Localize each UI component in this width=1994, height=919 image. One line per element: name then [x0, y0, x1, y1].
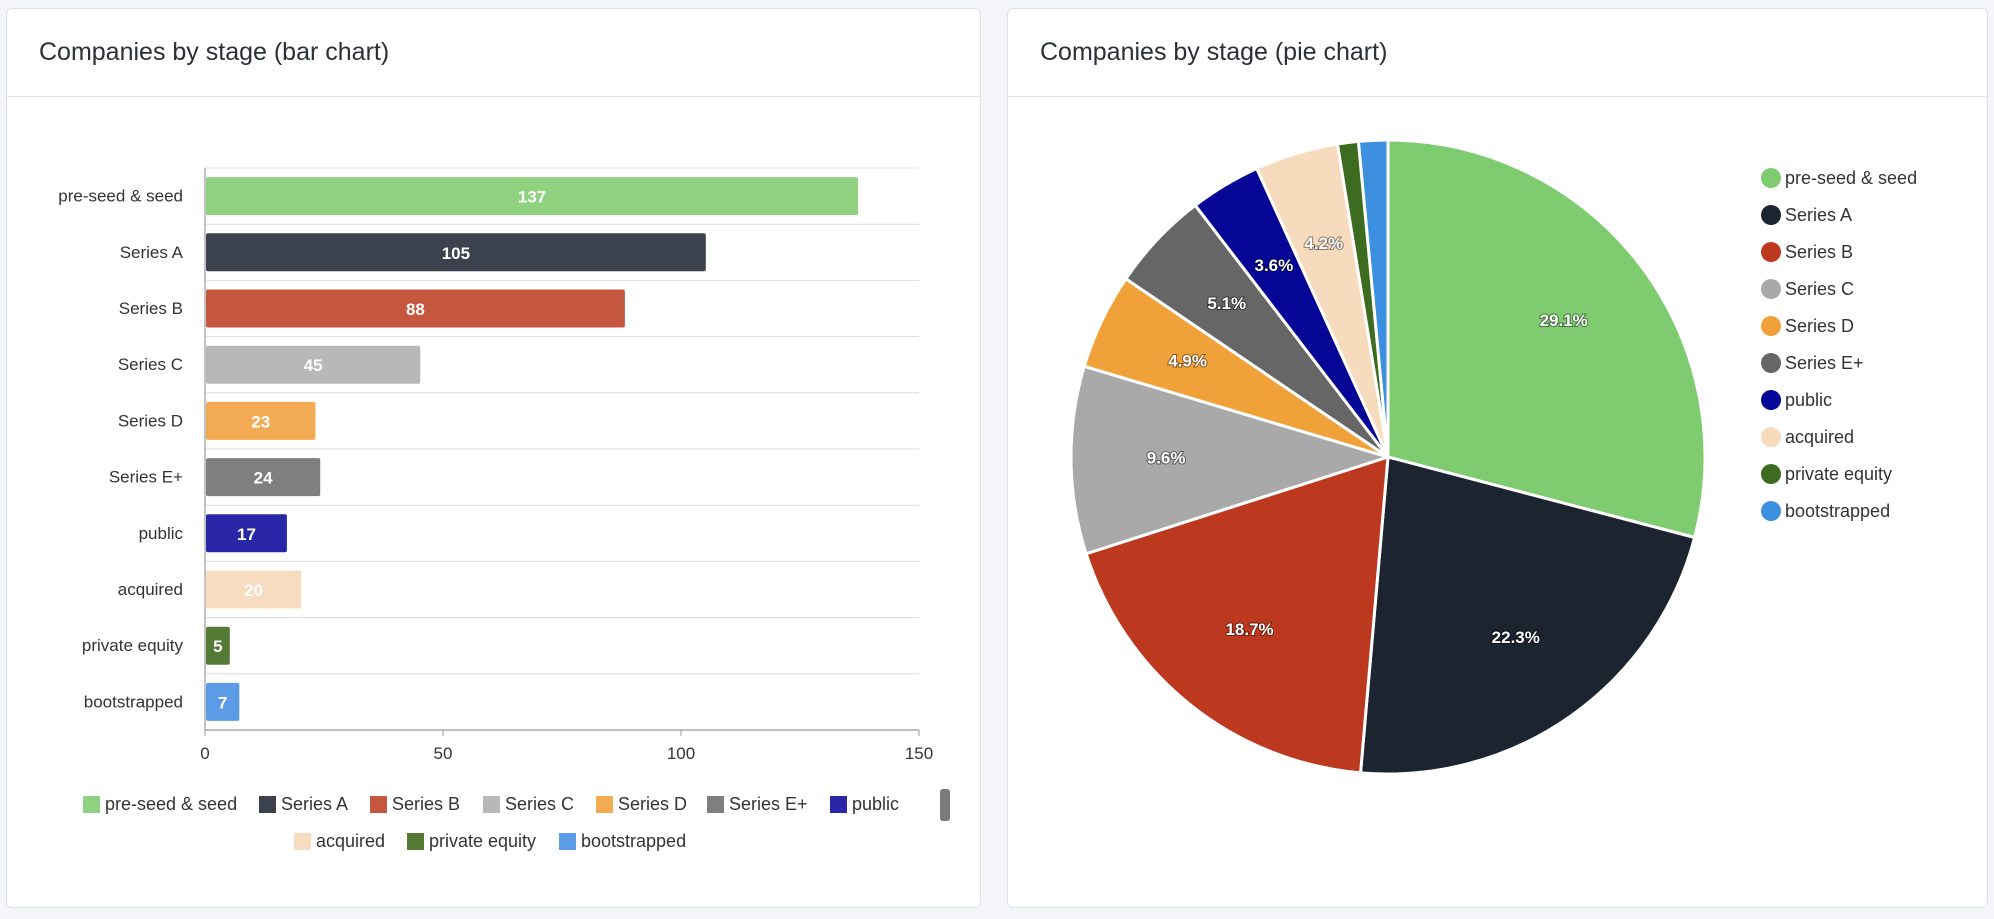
- legend-swatch: [1761, 205, 1781, 225]
- bar-value-label: 20: [244, 581, 263, 600]
- legend-swatch: [1761, 279, 1781, 299]
- pie-slice-series-a: [1359, 455, 1697, 776]
- legend-label: Series B: [392, 794, 460, 814]
- bar-value-label: 105: [442, 244, 470, 263]
- bar-panel-title: Companies by stage (bar chart): [39, 38, 390, 66]
- bar-value-label: 17: [237, 525, 256, 544]
- category-label: bootstrapped: [84, 692, 183, 711]
- bar-value-label: 23: [251, 412, 270, 431]
- x-tick-label: 50: [434, 744, 453, 763]
- legend-label: Series D: [1785, 316, 1854, 336]
- pie-panel-title: Companies by stage (pie chart): [1040, 38, 1388, 66]
- pie-panel-header: Companies by stage (pie chart): [1008, 9, 1987, 97]
- legend-label: bootstrapped: [1785, 501, 1890, 521]
- pie-percent-label: 3.6%: [1254, 256, 1293, 275]
- legend-label: private equity: [1785, 464, 1892, 484]
- pie-percent-label: 9.6%: [1147, 449, 1186, 468]
- pie-percent-label: 18.7%: [1225, 620, 1273, 639]
- bar-value-label: 5: [213, 637, 222, 656]
- legend-label: private equity: [429, 831, 536, 851]
- pie-percent-label: 22.3%: [1492, 628, 1540, 647]
- category-label: Series D: [118, 411, 183, 430]
- legend-label: Series C: [1785, 279, 1854, 299]
- pie-chart: 29.1% 22.3% 18.7% 9.6% 4.9% 5.1% 3.6% 4.2% pre-s…: [1069, 138, 1917, 776]
- bar-series-c: [206, 345, 421, 384]
- bar-value-label: 137: [518, 188, 546, 207]
- category-label: Series E+: [109, 468, 183, 487]
- legend-swatch: [559, 833, 576, 850]
- bar-value-label: 24: [254, 469, 273, 488]
- bar-panel-header: Companies by stage (bar chart): [7, 9, 980, 97]
- legend-swatch: [1761, 427, 1781, 447]
- bar-value-label: 45: [304, 356, 323, 375]
- legend-swatch: [483, 796, 500, 813]
- pie-percent-label: 4.9%: [1168, 351, 1207, 370]
- category-label: Series A: [120, 243, 184, 262]
- legend-label: Series A: [281, 794, 348, 814]
- legend-label: Series A: [1785, 205, 1852, 225]
- bar-chart: 0 50 100 150 pre-seed & seed 137 Series A 105 Se…: [58, 167, 950, 851]
- legend-swatch: [370, 796, 387, 813]
- bar-private-equity: [206, 626, 230, 665]
- pie-percent-label: 29.1%: [1540, 311, 1588, 330]
- category-label: Series B: [119, 299, 183, 318]
- pie-slice-series-c: [1069, 364, 1390, 556]
- legend-label: pre-seed & seed: [1785, 168, 1917, 188]
- x-tick-label: 150: [905, 744, 933, 763]
- bar-value-label: 88: [406, 300, 425, 319]
- legend-swatch: [707, 796, 724, 813]
- bar-series-d: [206, 401, 316, 440]
- legend-swatch: [1761, 464, 1781, 484]
- x-tick-label: 100: [667, 744, 695, 763]
- bar-bootstrapped: [206, 682, 240, 721]
- category-label: acquired: [118, 580, 183, 599]
- legend-label: public: [1785, 390, 1832, 410]
- legend-label: Series C: [505, 794, 574, 814]
- legend-label: acquired: [1785, 427, 1854, 447]
- legend-swatch: [830, 796, 847, 813]
- legend-swatch: [1761, 390, 1781, 410]
- legend-swatch: [1761, 501, 1781, 521]
- legend-swatch: [1761, 353, 1781, 373]
- legend-swatch: [259, 796, 276, 813]
- bar-series-a: [206, 233, 706, 272]
- category-label: public: [139, 524, 184, 543]
- bar-series-e: [206, 458, 321, 497]
- pie-chart-panel: Companies by stage (pie chart) 29.1% 22.3…: [1007, 8, 1988, 908]
- legend-scroll-handle: [940, 789, 950, 821]
- bar-value-label: 7: [218, 693, 227, 712]
- bar-public: [206, 514, 287, 553]
- legend-swatch: [407, 833, 424, 850]
- category-label: private equity: [82, 636, 184, 655]
- category-label: pre-seed & seed: [58, 187, 183, 206]
- legend-label: bootstrapped: [581, 831, 686, 851]
- pie-percent-label: 4.2%: [1304, 234, 1343, 253]
- pie-percent-label: 5.1%: [1207, 294, 1246, 313]
- legend-swatch: [1761, 168, 1781, 188]
- legend-label: Series B: [1785, 242, 1853, 262]
- bar-acquired: [206, 570, 302, 609]
- legend-label: Series D: [618, 794, 687, 814]
- legend-swatch: [83, 796, 100, 813]
- legend-swatch: [294, 833, 311, 850]
- pie-slice-pre-seed-seed: [1386, 138, 1707, 540]
- legend-label: pre-seed & seed: [105, 794, 237, 814]
- pie-slice-series-b: [1084, 455, 1390, 775]
- category-label: Series C: [118, 355, 183, 374]
- bar-pre-seed-seed: [206, 177, 859, 216]
- legend-swatch: [1761, 316, 1781, 336]
- legend-label: Series E+: [1785, 353, 1864, 373]
- pie-slice-bootstrapped: [1356, 138, 1390, 459]
- legend-label: Series E+: [729, 794, 808, 814]
- x-tick-label: 0: [200, 744, 209, 763]
- bar-series-b: [206, 289, 625, 328]
- legend-label: acquired: [316, 831, 385, 851]
- legend-swatch: [1761, 242, 1781, 262]
- legend-swatch: [596, 796, 613, 813]
- legend-label: public: [852, 794, 899, 814]
- bar-chart-panel: Companies by stage (bar chart) 0 50 100 150…: [6, 8, 981, 908]
